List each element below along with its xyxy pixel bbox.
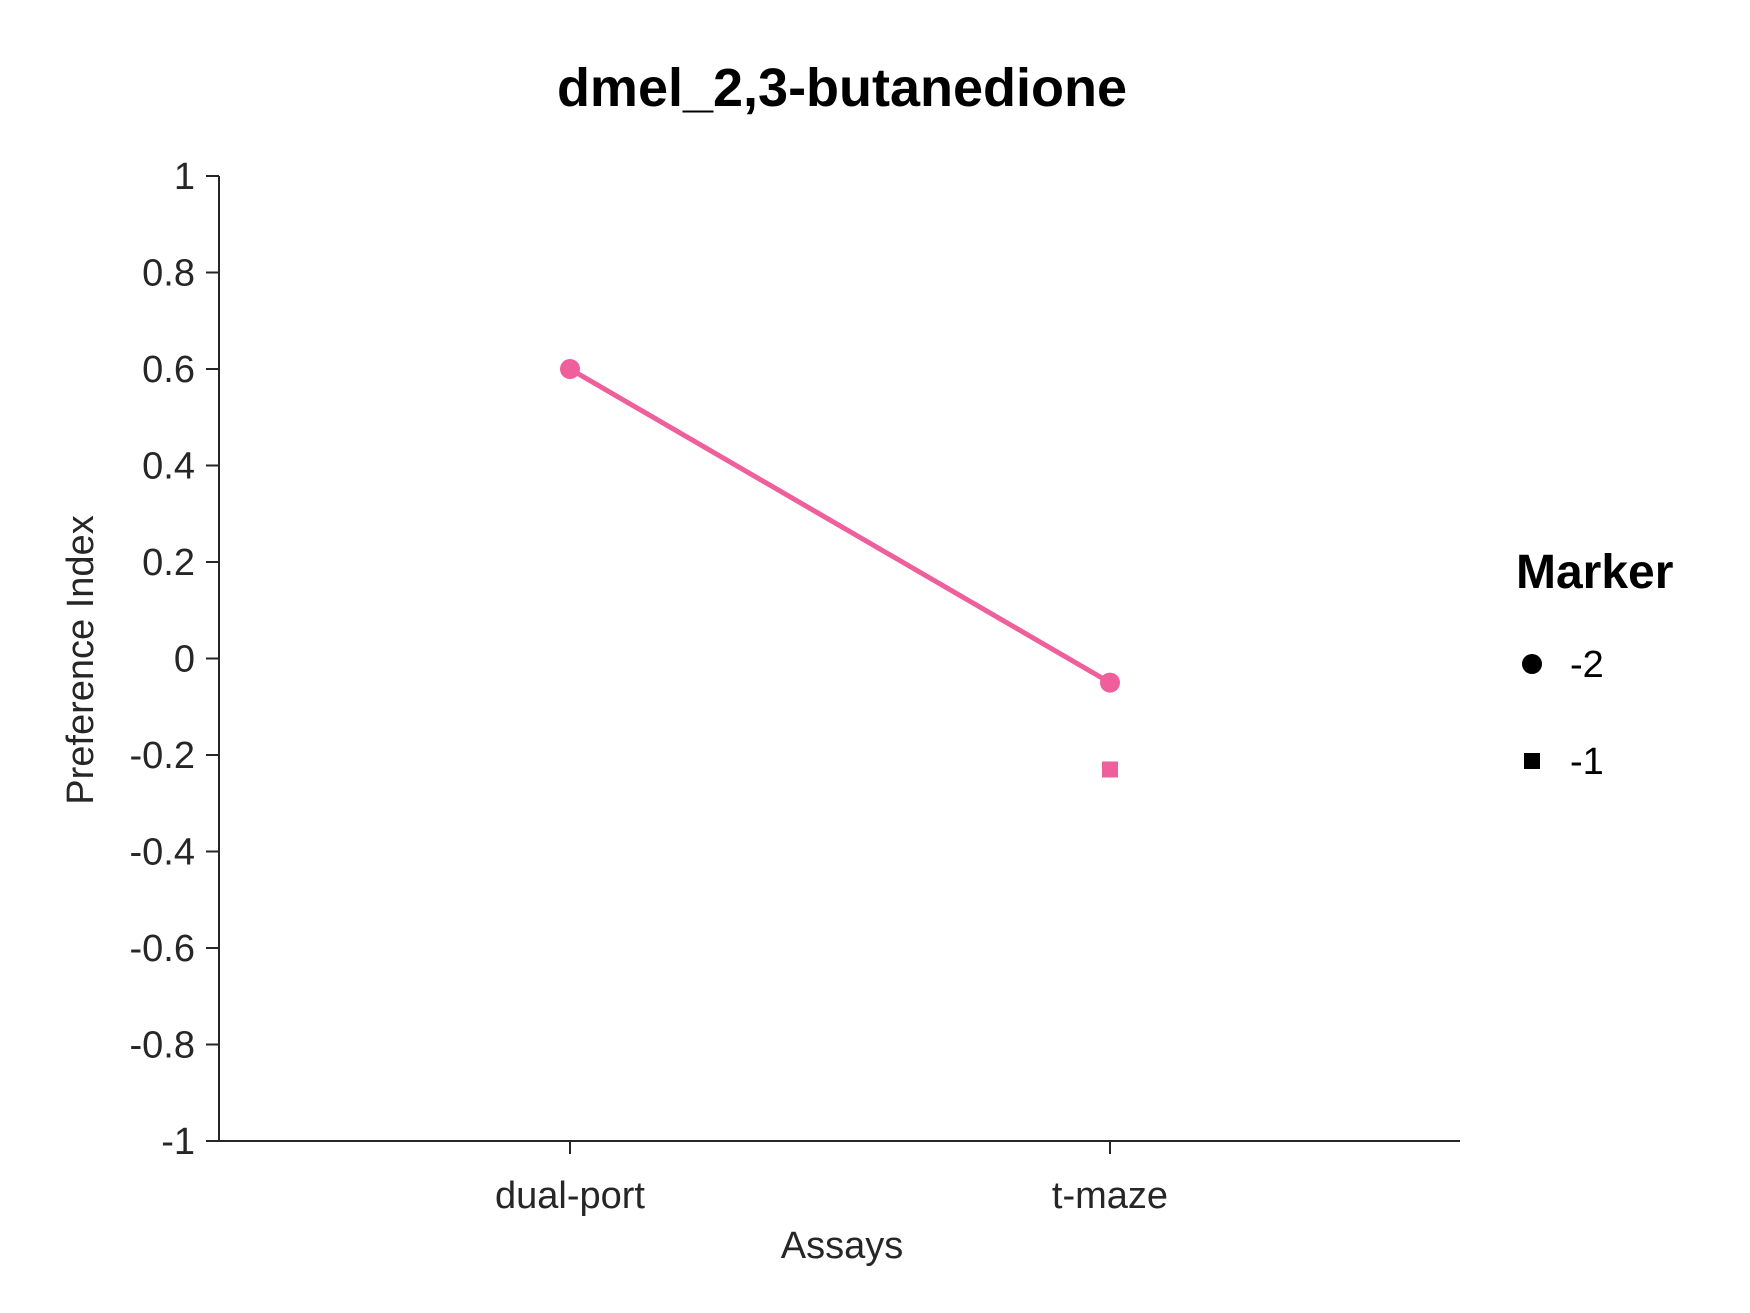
y-tick-label: 0.4 xyxy=(142,446,195,488)
x-axis-label: Assays xyxy=(781,1225,903,1267)
y-tick-label: 0.2 xyxy=(142,542,195,584)
y-tick-label: 0.6 xyxy=(142,349,195,391)
y-axis-label: Preference Index xyxy=(60,515,102,804)
y-tick-label: 1 xyxy=(174,156,195,198)
series-line xyxy=(568,366,1112,685)
y-tick-label: 0 xyxy=(174,639,195,681)
legend: Marker -2 -1 xyxy=(1516,546,1673,783)
data-point-square xyxy=(1102,761,1118,778)
legend-label: -1 xyxy=(1570,741,1604,783)
y-tick-label: -0.8 xyxy=(130,1025,195,1067)
data-point-circle xyxy=(560,359,580,379)
axes: 1 0.8 0.6 0.4 0.2 0 -0.2 -0.4 -0.6 -0.8 -1 dual-por… xyxy=(130,156,1460,1217)
chart-title: dmel_2,3-butanedione xyxy=(557,58,1127,118)
y-tick-label: -0.6 xyxy=(130,928,195,970)
legend-title: Marker xyxy=(1516,546,1673,599)
y-tick-label: -1 xyxy=(161,1121,195,1163)
legend-marker-square xyxy=(1524,753,1540,769)
legend-marker-circle xyxy=(1522,654,1542,674)
legend-label: -2 xyxy=(1570,644,1604,686)
data-point-circle xyxy=(1100,672,1120,693)
x-tick-label: t-maze xyxy=(1052,1175,1168,1217)
series-layer xyxy=(560,359,1120,778)
y-tick-label: -0.4 xyxy=(130,832,195,874)
x-tick-label: dual-port xyxy=(495,1175,645,1217)
y-tick-label: -0.2 xyxy=(130,735,195,777)
y-tick-label: 0.8 xyxy=(142,253,195,295)
